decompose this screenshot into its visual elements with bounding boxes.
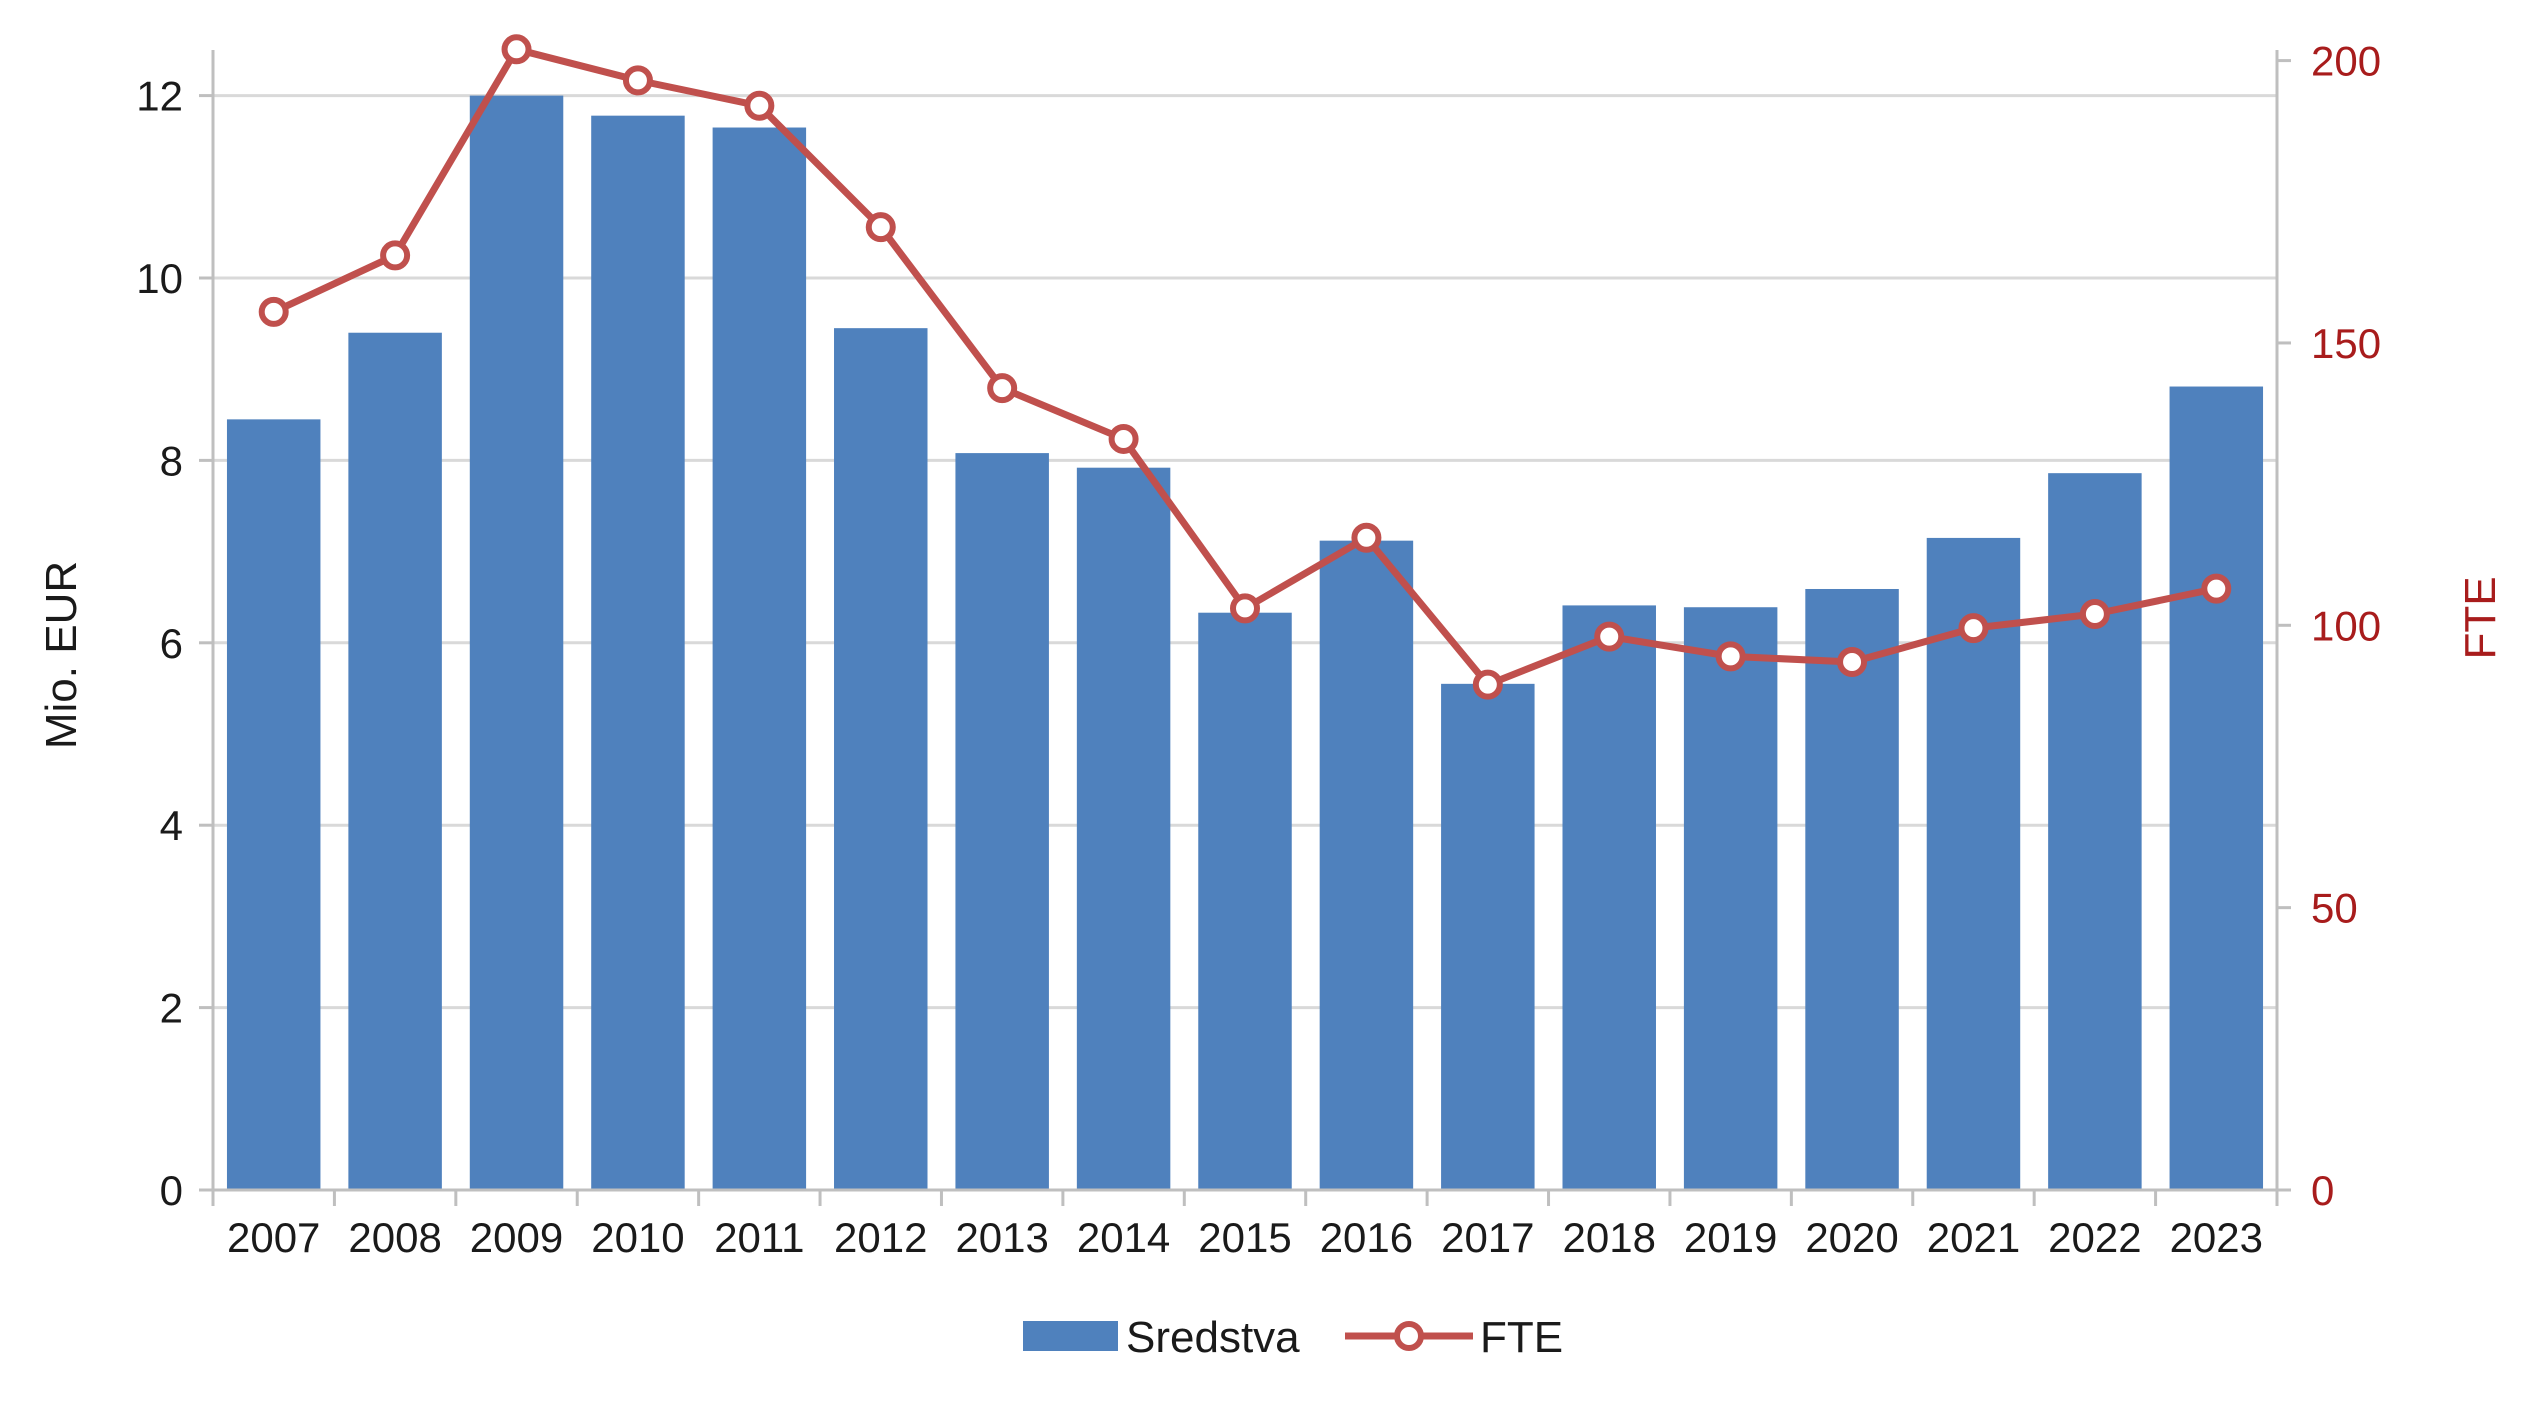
line-series-fte: [258, 34, 2232, 700]
fte-point-2015: [1230, 593, 1260, 624]
x-tick-label: 2018: [1563, 1214, 1656, 1261]
x-tick-label: 2019: [1684, 1214, 1777, 1261]
fte-point-2011: [744, 90, 775, 121]
x-tick-label: 2023: [2170, 1214, 2263, 1261]
bar-2016: [1319, 540, 1414, 1190]
bar-2019: [1683, 607, 1778, 1190]
fte-point-2012: [865, 212, 896, 243]
fte-point-2018: [1594, 621, 1625, 652]
y-left-tick-label: 12: [136, 73, 183, 120]
fte-point-2010: [622, 65, 653, 96]
y-left-tick-label: 0: [160, 1167, 183, 1214]
y-right-tick-label: 50: [2311, 885, 2358, 932]
fte-point-2016: [1351, 522, 1382, 553]
y-right-tick-label: 150: [2311, 320, 2381, 367]
bar-2013: [955, 453, 1049, 1190]
bar-2011: [712, 127, 807, 1190]
fte-point-2017: [1472, 669, 1503, 700]
legend-label-fte: FTE: [1480, 1313, 1563, 1362]
x-tick-label: 2011: [714, 1214, 804, 1261]
fte-point-2007: [258, 296, 289, 327]
fte-line: [272, 45, 2218, 689]
legend-swatch-sredstva: [1023, 1321, 1118, 1351]
bar-2023: [2169, 386, 2264, 1190]
bar-2010: [591, 115, 685, 1190]
bar-2007: [226, 419, 321, 1190]
bar-2017: [1441, 683, 1535, 1190]
y-left-tick-label: 8: [160, 437, 183, 484]
x-tick-label: 2017: [1441, 1214, 1534, 1261]
fte-point-2023: [2201, 573, 2232, 604]
y-right-tick-label: 200: [2311, 38, 2381, 85]
x-tick-label: 2016: [1320, 1214, 1413, 1261]
fte-point-2022: [2079, 599, 2110, 630]
y-left-axis-title: Mio. EUR: [37, 561, 86, 749]
legend-marker-fte: [1394, 1321, 1424, 1351]
x-tick-label: 2013: [955, 1214, 1048, 1261]
x-tick-label: 2020: [1805, 1214, 1898, 1261]
fte-point-2009: [501, 34, 532, 65]
x-tick-label: 2015: [1198, 1214, 1291, 1261]
bar-2015: [1198, 612, 1292, 1190]
bar-2012: [834, 328, 928, 1190]
bar-2020: [1805, 588, 1899, 1190]
x-tick-label: 2021: [1927, 1214, 2020, 1261]
legend: Sredstva FTE: [1023, 1313, 1563, 1362]
x-tick-label: 2009: [470, 1214, 563, 1261]
fte-point-2014: [1108, 423, 1139, 454]
legend-label-sredstva: Sredstva: [1126, 1313, 1300, 1362]
bar-2022: [2048, 473, 2142, 1191]
y-left-tick-label: 4: [160, 802, 183, 849]
bar-2014: [1076, 467, 1171, 1190]
x-tick-label: 2007: [227, 1214, 320, 1261]
x-tick-label: 2010: [591, 1214, 684, 1261]
y-right-axis-title: FTE: [2456, 576, 2505, 659]
bar-2021: [1926, 537, 2021, 1190]
x-tick-label: 2014: [1077, 1214, 1170, 1261]
fte-point-2021: [1958, 613, 1989, 644]
y-right-tick-label: 100: [2311, 602, 2381, 649]
y-left-tick-label: 6: [160, 620, 183, 667]
fte-point-2008: [380, 240, 411, 271]
fte-point-2020: [1837, 647, 1868, 678]
axes: [199, 50, 2291, 1206]
y-left-tick-label: 2: [160, 985, 183, 1032]
bar-series-sredstva: [226, 95, 2264, 1191]
fte-point-2019: [1715, 641, 1746, 672]
bar-2008: [348, 332, 442, 1191]
x-tick-label: 2008: [348, 1214, 441, 1261]
bar-2018: [1562, 605, 1656, 1190]
bar-2009: [469, 95, 564, 1191]
fte-point-2013: [987, 373, 1018, 404]
x-tick-label: 2012: [834, 1214, 927, 1261]
x-tick-label: 2022: [2048, 1214, 2141, 1261]
tick-labels: 0 2 4 6 8 10 12 0 50 100 150 200 2007 2008 2009 2010 201…: [136, 38, 2381, 1261]
y-left-tick-label: 10: [136, 255, 183, 302]
y-right-tick-label: 0: [2311, 1167, 2334, 1214]
